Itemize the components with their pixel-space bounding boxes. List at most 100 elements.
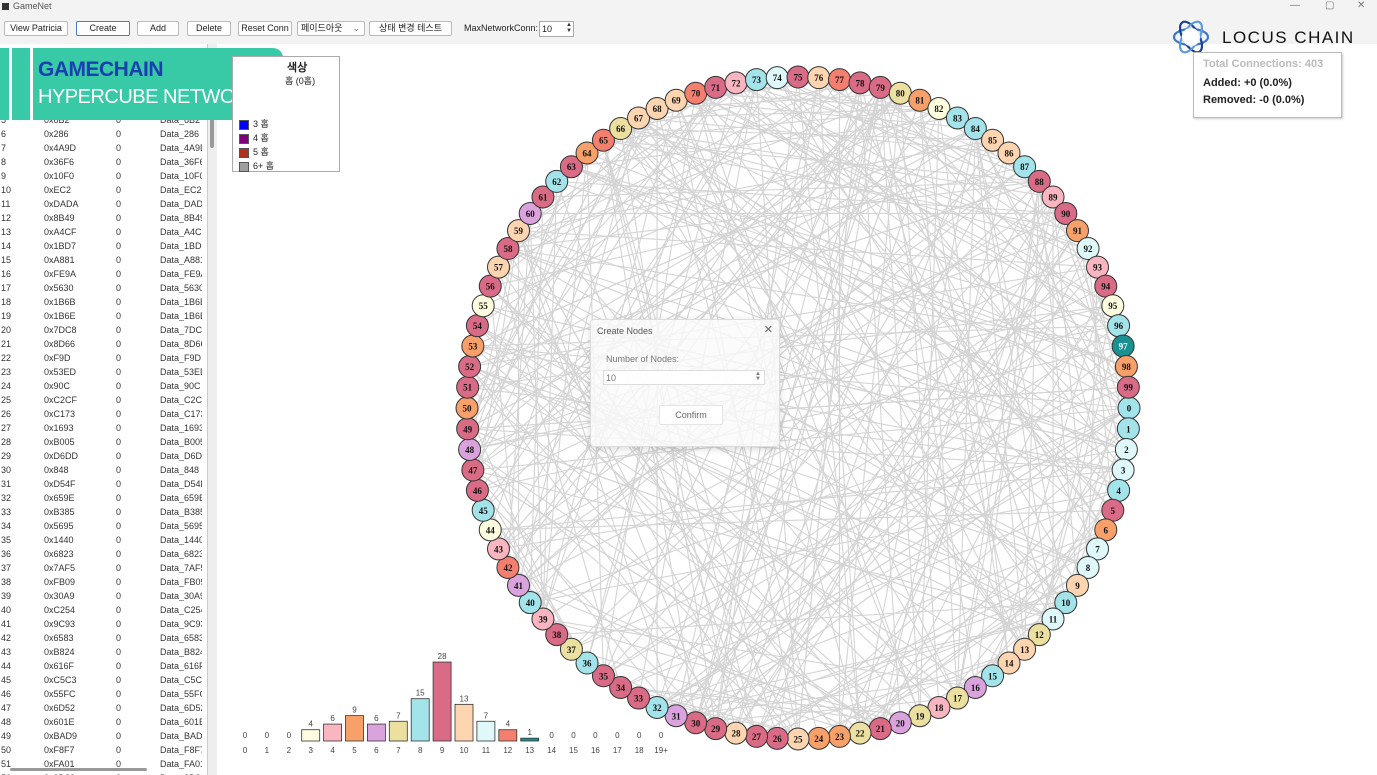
mode-select[interactable]: 페이드아웃 ⌄ (297, 21, 365, 36)
table-row[interactable]: 13 0xA4CF 0 Data_A4CF (0, 226, 207, 240)
node-circle[interactable] (945, 686, 969, 710)
network-node[interactable]: 47 (461, 458, 485, 482)
table-row[interactable]: 5 0x6B2 0 Data_6B2 (0, 114, 207, 128)
network-node[interactable]: 6 (1094, 518, 1118, 542)
node-circle[interactable] (575, 141, 599, 165)
network-node[interactable]: 19 (908, 704, 932, 728)
network-node[interactable]: 93 (1085, 255, 1109, 279)
node-circle[interactable] (507, 573, 531, 597)
network-node[interactable]: 51 (456, 375, 480, 399)
network-node[interactable]: 85 (981, 128, 1005, 152)
table-row[interactable]: 48 0x601E 0 Data_601E (0, 716, 207, 730)
table-row[interactable]: 43 0xB824 0 Data_B824 (0, 646, 207, 660)
node-circle[interactable] (908, 88, 932, 112)
node-circle[interactable] (1076, 237, 1100, 261)
network-node[interactable]: 5 (1101, 498, 1125, 522)
table-row[interactable]: 40 0xC254 0 Data_C254 (0, 604, 207, 618)
table-row[interactable]: 10 0xEC2 0 Data_EC2 (0, 184, 207, 198)
network-node[interactable]: 10 (1054, 591, 1078, 615)
table-row[interactable]: 49 0xBAD9 0 Data_BAD9 (0, 730, 207, 744)
table-row[interactable]: 14 0x1BD7 0 Data_1BD7 (0, 240, 207, 254)
node-circle[interactable] (1065, 573, 1089, 597)
network-node[interactable]: 4 (1107, 478, 1131, 502)
node-circle[interactable] (496, 237, 520, 261)
table-row[interactable]: 18 0x1B6B 0 Data_1B6B (0, 296, 207, 310)
network-node[interactable]: 99 (1116, 375, 1140, 399)
table-row[interactable]: 51 0xFA01 0 Data_FA01 (0, 758, 207, 772)
network-node[interactable]: 81 (908, 88, 932, 112)
network-node[interactable]: 68 (645, 97, 669, 121)
network-node[interactable]: 84 (963, 117, 987, 141)
network-node[interactable]: 97 (1111, 334, 1135, 358)
node-circle[interactable] (575, 651, 599, 675)
node-circle[interactable] (997, 651, 1021, 675)
network-node[interactable]: 79 (868, 75, 892, 99)
network-node[interactable]: 74 (765, 66, 789, 90)
node-circle[interactable] (545, 169, 569, 193)
network-node[interactable]: 66 (609, 117, 633, 141)
table-row[interactable]: 47 0x6D52 0 Data_6D52 (0, 702, 207, 716)
table-horizontal-scrollbar[interactable] (10, 768, 147, 771)
network-node[interactable]: 13 (1013, 637, 1037, 661)
table-row[interactable]: 30 0x848 0 Data_848 (0, 464, 207, 478)
network-node[interactable]: 28 (724, 721, 748, 745)
node-circle[interactable] (1085, 255, 1109, 279)
network-node[interactable]: 40 (518, 591, 542, 615)
network-node[interactable]: 72 (724, 71, 748, 95)
network-node[interactable]: 75 (786, 65, 810, 89)
node-circle[interactable] (1041, 185, 1065, 209)
network-node[interactable]: 73 (745, 68, 769, 92)
table-row[interactable]: 52 0x2D880 Data_2D88 (0, 772, 207, 775)
node-circle[interactable] (664, 704, 688, 728)
node-circle[interactable] (645, 695, 669, 719)
network-node[interactable]: 69 (664, 88, 688, 112)
network-node[interactable]: 42 (496, 555, 520, 579)
node-circle[interactable] (927, 97, 951, 121)
network-node[interactable]: 25 (786, 727, 810, 751)
network-node[interactable]: 20 (888, 711, 912, 735)
table-row[interactable]: 27 0x1693 0 Data_1693 (0, 422, 207, 436)
node-circle[interactable] (1054, 201, 1078, 225)
table-row[interactable]: 44 0x616F 0 Data_616F (0, 660, 207, 674)
network-node[interactable]: 98 (1114, 355, 1138, 379)
table-row[interactable]: 46 0x55FC 0 Data_55FC (0, 688, 207, 702)
network-node[interactable]: 60 (518, 201, 542, 225)
node-circle[interactable] (627, 106, 651, 130)
network-node[interactable]: 8 (1076, 555, 1100, 579)
table-row[interactable]: 22 0xF9D 0 Data_F9D (0, 352, 207, 366)
table-row[interactable]: 17 0x5630 0 Data_5630 (0, 282, 207, 296)
network-node[interactable]: 23 (827, 724, 851, 748)
network-node[interactable]: 54 (465, 314, 489, 338)
network-node[interactable]: 45 (471, 498, 495, 522)
network-node[interactable]: 14 (997, 651, 1021, 675)
node-circle[interactable] (591, 128, 615, 152)
table-row[interactable]: 31 0xD54F 0 Data_D54F (0, 478, 207, 492)
node-circle[interactable] (559, 155, 583, 179)
table-row[interactable]: 23 0x53ED 0 Data_53ED (0, 366, 207, 380)
network-node[interactable]: 29 (704, 717, 728, 741)
network-node[interactable]: 46 (465, 478, 489, 502)
maximize-button[interactable]: ▢ (1325, 0, 1335, 11)
node-circle[interactable] (627, 686, 651, 710)
network-node[interactable]: 70 (684, 81, 708, 105)
table-row[interactable]: 7 0x4A9D 0 Data_4A9D (0, 142, 207, 156)
node-circle[interactable] (927, 695, 951, 719)
network-node[interactable]: 95 (1101, 294, 1125, 318)
network-node[interactable]: 49 (456, 417, 480, 441)
network-node[interactable]: 88 (1027, 169, 1051, 193)
max-conn-stepper[interactable]: 10 ▲ ▼ (539, 21, 574, 37)
spin-arrows-icon[interactable]: ▲ ▼ (755, 371, 761, 382)
network-node[interactable]: 61 (531, 185, 555, 209)
network-node[interactable]: 21 (868, 717, 892, 741)
network-node[interactable]: 2 (1114, 437, 1138, 461)
network-node[interactable]: 31 (664, 704, 688, 728)
network-node[interactable]: 35 (591, 664, 615, 688)
network-node[interactable]: 30 (684, 711, 708, 735)
node-circle[interactable] (496, 555, 520, 579)
node-circle[interactable] (1116, 375, 1140, 399)
network-node[interactable]: 32 (645, 695, 669, 719)
network-node[interactable]: 17 (945, 686, 969, 710)
network-node[interactable]: 37 (559, 637, 583, 661)
table-row[interactable]: 20 0x7DC8 0 Data_7DC8 (0, 324, 207, 338)
network-node[interactable]: 43 (487, 537, 511, 561)
